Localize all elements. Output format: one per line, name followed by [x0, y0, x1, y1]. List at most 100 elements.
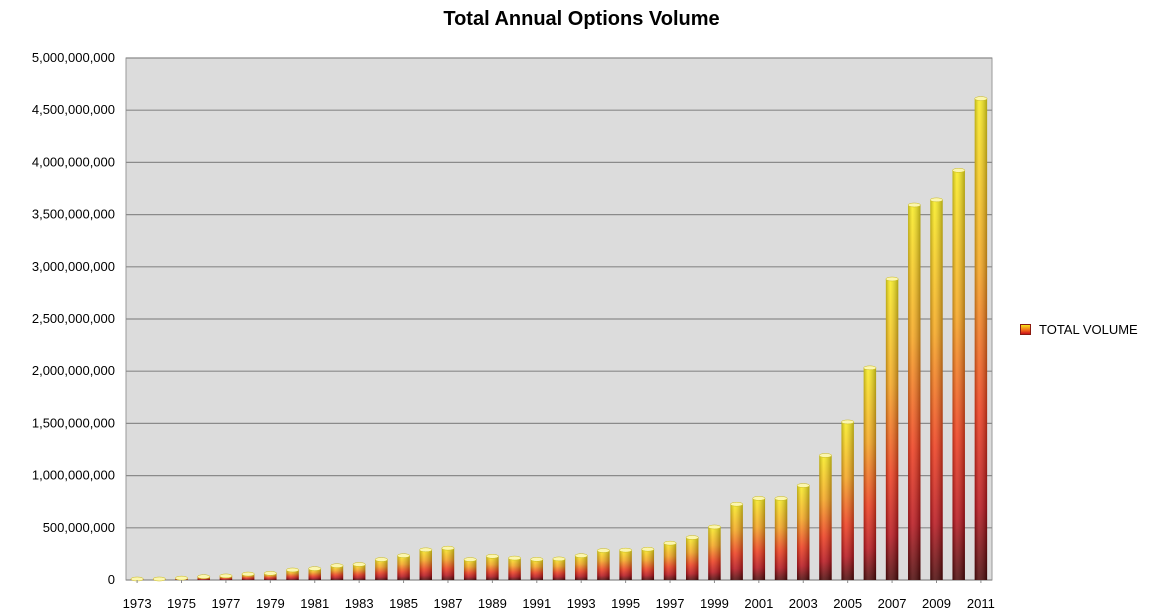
x-tick-label: 1981 [300, 596, 329, 611]
bar-shade [463, 559, 477, 580]
bar [241, 571, 255, 580]
bar [774, 496, 788, 580]
bar [574, 553, 588, 580]
x-tick-label: 1973 [123, 596, 152, 611]
bar [352, 562, 366, 580]
bar [419, 547, 433, 580]
bar-cap [574, 553, 588, 558]
bar-cap [863, 365, 877, 371]
bar-cap [508, 555, 522, 561]
bar-cap [841, 419, 855, 425]
bar-shade [441, 548, 455, 580]
bar [752, 496, 766, 580]
bar-cap [774, 496, 788, 501]
y-tick-label: 4,500,000,000 [32, 102, 115, 117]
bar [552, 556, 566, 580]
bar-shade [908, 204, 921, 581]
bar-cap [796, 483, 810, 488]
bar [841, 419, 855, 580]
bar-shade [241, 574, 255, 580]
bar-cap [707, 524, 721, 530]
bar-cap [441, 545, 455, 551]
x-tick-label: 1993 [567, 596, 596, 611]
bar-cap [930, 197, 943, 203]
bar-shade [952, 170, 965, 580]
bar [152, 576, 166, 582]
bar [485, 554, 499, 580]
x-tick-label: 1977 [211, 596, 240, 611]
bar-cap [197, 574, 211, 579]
bar-shade [397, 555, 410, 580]
x-tick-label: 1999 [700, 596, 729, 611]
bar-shade [264, 573, 277, 580]
bar [863, 365, 877, 580]
bar-cap [596, 548, 610, 553]
bar-shade [308, 568, 321, 580]
bar [219, 573, 233, 580]
x-tick-label: 2001 [744, 596, 773, 611]
bar-shade [841, 421, 854, 580]
x-tick-label: 1995 [611, 596, 640, 611]
bar-shade [974, 98, 988, 580]
bar-shade [797, 485, 810, 580]
bar-cap [330, 563, 344, 568]
x-tick-label: 1997 [656, 596, 685, 611]
bar-shade [352, 564, 366, 580]
bar [530, 557, 544, 580]
bar-cap [263, 571, 277, 576]
x-tick-label: 2011 [967, 596, 995, 611]
bar [952, 168, 966, 580]
bar-shade [597, 550, 610, 580]
bar-cap [175, 575, 188, 581]
x-tick-label: 1991 [522, 596, 551, 611]
bar-cap [685, 535, 699, 540]
bar-cap [641, 546, 655, 552]
bar-cap [752, 496, 766, 501]
x-tick-label: 1983 [345, 596, 374, 611]
bar [707, 524, 721, 580]
y-tick-label: 1,000,000,000 [32, 468, 115, 483]
bar-cap [152, 576, 166, 582]
bar [308, 566, 322, 580]
bar-shade [663, 543, 677, 580]
bar [197, 574, 211, 580]
bar-cap [663, 540, 677, 546]
y-axis-labels: 0 500,000,000 1,000,000,000 1,500,000,000 2,… [32, 50, 115, 587]
bar-cap [730, 501, 744, 507]
bar-cap [530, 557, 544, 562]
x-tick-label: 1975 [167, 596, 196, 611]
bar-cap [352, 562, 366, 567]
bar [330, 563, 344, 580]
bar [796, 483, 810, 580]
bar-shade [930, 199, 943, 581]
x-tick-label: 2009 [922, 596, 951, 611]
y-tick-label: 2,000,000,000 [32, 363, 115, 378]
bar-cap [308, 566, 322, 571]
x-tick-label: 1989 [478, 596, 507, 611]
bar-cap [907, 202, 921, 208]
y-tick-label: 1,500,000,000 [32, 415, 115, 430]
y-tick-label: 2,500,000,000 [32, 311, 115, 326]
bar-cap [952, 168, 966, 173]
x-tick-label: 2005 [833, 596, 862, 611]
bar [685, 535, 699, 580]
bar-shade [819, 455, 832, 580]
bar-cap [974, 96, 988, 101]
bar-shade [863, 367, 877, 580]
bar-cap [241, 571, 255, 577]
bar-cap [552, 556, 566, 562]
y-tick-label: 500,000,000 [43, 520, 115, 535]
bar-shade [486, 556, 499, 580]
bar-shade [286, 569, 299, 580]
bar-cap [397, 553, 411, 558]
bar-shade [619, 550, 632, 580]
bar-cap [286, 567, 300, 573]
bar-cap [619, 547, 633, 553]
bar [974, 96, 988, 580]
bar-shade [375, 559, 388, 580]
bar-shade [419, 549, 432, 580]
legend: TOTAL VOLUME [1020, 322, 1138, 337]
x-tick-label: 2003 [789, 596, 818, 611]
legend-swatch [1020, 324, 1031, 335]
